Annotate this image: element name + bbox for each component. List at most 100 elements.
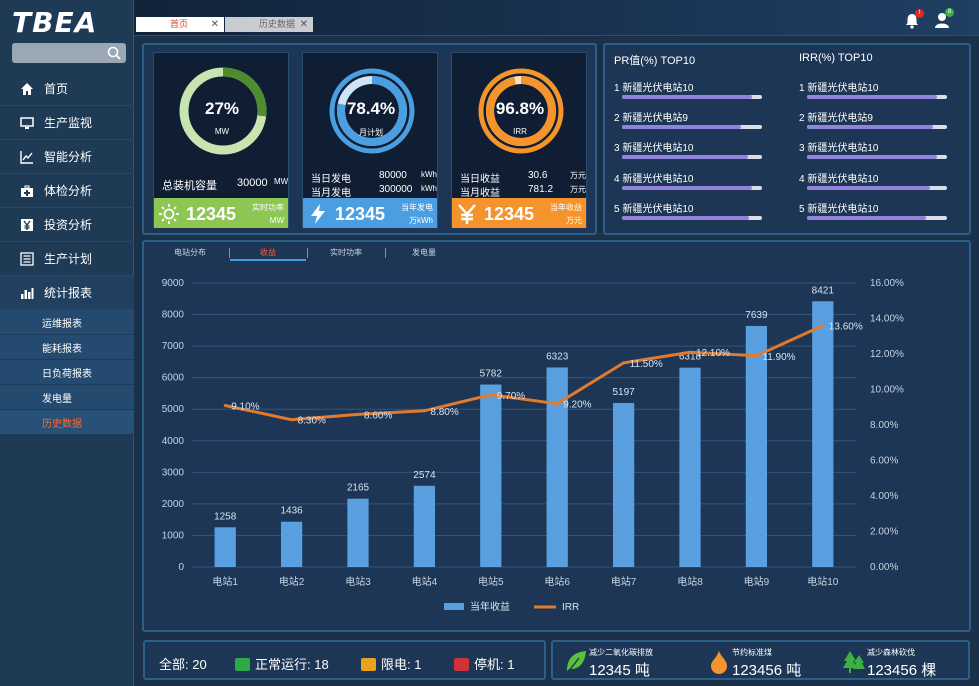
user-icon[interactable] — [934, 11, 952, 29]
bar-data-label: 5197 — [612, 387, 635, 398]
eco-title: 减少森林砍伐 — [867, 648, 915, 657]
sidebar-item-investment[interactable]: 投资分析 — [0, 208, 134, 242]
x-tick-label: 电站9 — [744, 575, 770, 588]
rank-bar-fill — [622, 95, 753, 99]
list-item[interactable]: 3 新疆光伏电站10 — [614, 139, 764, 161]
list-item[interactable]: 4 新疆光伏电站10 — [614, 170, 764, 192]
bar-data-label: 6318 — [679, 352, 702, 363]
tab-generation[interactable]: 发电量 — [412, 248, 436, 257]
pr-top10-title: PR值(%) TOP10 — [614, 55, 696, 67]
rank-label: 3 新疆光伏电站10 — [614, 143, 694, 154]
row-number: 30.6 — [528, 170, 548, 181]
rank-bar — [807, 186, 947, 190]
capacity-unit: MW — [274, 177, 289, 186]
list-item[interactable]: 5 新疆光伏电站10 — [614, 200, 764, 222]
irr-point — [622, 361, 626, 365]
search-icon[interactable] — [106, 45, 122, 61]
eco-value-row: 123456 棵 — [867, 659, 936, 680]
list-icon — [20, 251, 34, 266]
plan-row-month: 当月发电 300000 kWh — [311, 184, 437, 199]
capacity-gauge-unit: MW — [214, 127, 230, 136]
sidebar-item-reports[interactable]: 统计报表 — [0, 276, 134, 310]
rank-bar — [622, 216, 762, 220]
list-item[interactable]: 3 新疆光伏电站10 — [799, 139, 949, 161]
x-tick-label: 电站3 — [345, 575, 371, 588]
subnav-item-history[interactable]: 历史数据 — [0, 410, 134, 435]
limited-power-icon — [361, 658, 376, 671]
sidebar-item-monitor[interactable]: 生产监视 — [0, 106, 134, 140]
y-tick-label: 7000 — [162, 341, 185, 352]
tab-home[interactable]: 首页 ✕ — [136, 17, 224, 32]
subnav-item-energy-report[interactable]: 能耗报表 — [0, 335, 134, 360]
subnav-item-generation[interactable]: 发电量 — [0, 385, 134, 410]
sidebar-item-label: 智能分析 — [44, 150, 93, 164]
close-icon[interactable]: ✕ — [299, 19, 308, 30]
irr-point — [821, 324, 825, 328]
bell-icon[interactable] — [904, 12, 920, 30]
list-item[interactable]: 4 新疆光伏电站10 — [799, 170, 949, 192]
chart-svg: 0 1000 2000 3000 4000 5000 6000 7000 8000 9000 0.0… — [162, 278, 904, 613]
sun-icon — [159, 204, 179, 224]
row-unit: kWh — [421, 170, 437, 179]
tab-divider — [229, 248, 230, 258]
row-number: 80000 — [379, 170, 407, 181]
irr-data-label: 8.80% — [430, 407, 458, 418]
bar-data-label: 6323 — [546, 351, 569, 362]
sidebar-item-health-analysis[interactable]: 体检分析 — [0, 174, 134, 208]
top-bar: 首页 ✕ 历史数据 ✕ ! 8 — [134, 0, 979, 36]
bar — [480, 384, 502, 567]
x-tick-label: 电站6 — [544, 575, 570, 588]
irr-data-label: 11.50% — [630, 359, 663, 370]
eco-value: 123456 — [867, 662, 918, 679]
notification-badge: ! — [915, 9, 924, 18]
x-tick-label: 电站7 — [611, 575, 637, 588]
subnav-item-ops-report[interactable]: 运维报表 — [0, 310, 134, 335]
tab-realtime-power[interactable]: 实时功率 — [330, 248, 362, 257]
close-icon[interactable]: ✕ — [210, 19, 219, 30]
sidebar-item-label: 生产计划 — [44, 252, 93, 266]
y2-tick-label: 6.00% — [870, 456, 898, 467]
list-item[interactable]: 5 新疆光伏电站10 — [799, 200, 949, 222]
legend-label: 当年收益 — [470, 600, 510, 613]
tab-revenue[interactable]: 收益 — [230, 247, 306, 261]
list-item[interactable]: 1 新疆光伏电站10 — [614, 79, 764, 101]
row-unit: 万元 — [570, 171, 586, 180]
row-label: 当月发电 — [311, 188, 351, 199]
irr-point — [489, 393, 493, 397]
search-input[interactable] — [12, 43, 126, 63]
list-item[interactable]: 2 新疆光伏电站9 — [614, 109, 764, 131]
irr-gauge-value: 96.8% — [495, 99, 545, 118]
rank-label: 5 新疆光伏电站10 — [799, 204, 879, 215]
tab-station-distribution[interactable]: 电站分布 — [174, 248, 206, 257]
medical-kit-icon — [21, 185, 33, 197]
rank-label: 4 新疆光伏电站10 — [799, 174, 879, 185]
realtime-power-strip: 12345 实时功率 MW — [154, 198, 288, 228]
rank-bar — [807, 95, 947, 99]
realtime-power-caption: 实时功率 MW — [252, 201, 284, 227]
x-tick-label: 电站10 — [807, 575, 839, 588]
irr-point — [422, 409, 426, 413]
list-item[interactable]: 2 新疆光伏电站9 — [799, 109, 949, 131]
list-item[interactable]: 1 新疆光伏电站10 — [799, 79, 949, 101]
bar — [679, 367, 701, 567]
sidebar-item-production-plan[interactable]: 生产计划 — [0, 242, 134, 276]
caption-title: 当年发电 — [401, 203, 433, 212]
plan-gauge — [329, 68, 415, 154]
plan-card: 78.4% 月计划 当日发电 80000 kWh 当月发电 300000 kWh… — [302, 52, 438, 228]
annual-revenue-value: 12345 — [484, 204, 535, 224]
eco-value-row: 123456 吨 — [732, 659, 801, 680]
x-tick-label: 电站4 — [412, 575, 438, 588]
y2-tick-label: 12.00% — [870, 349, 904, 360]
rank-bar — [807, 155, 947, 159]
sidebar-item-home[interactable]: 首页 — [0, 72, 134, 106]
y-tick-label: 0 — [178, 562, 184, 573]
bar — [612, 403, 635, 567]
capacity-number: 30000 — [237, 177, 268, 189]
subnav-item-daily-load-report[interactable]: 日负荷报表 — [0, 360, 134, 385]
row-label: 当日收益 — [460, 174, 500, 185]
yen-icon — [458, 204, 476, 224]
sidebar-item-smart-analysis[interactable]: 智能分析 — [0, 140, 134, 174]
bar-data-label: 7639 — [745, 310, 768, 321]
irr-point — [290, 418, 294, 422]
tab-history[interactable]: 历史数据 ✕ — [225, 17, 313, 32]
